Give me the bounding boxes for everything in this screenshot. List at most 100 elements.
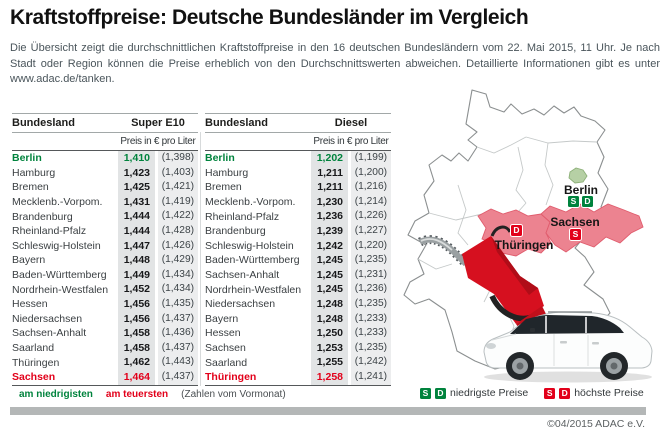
- price-current: 1,248: [311, 296, 348, 312]
- price-previous: (1,233): [351, 311, 391, 327]
- price-previous: (1,242): [351, 355, 391, 370]
- price-current: 1,250: [311, 326, 348, 341]
- state-name: Sachsen: [205, 342, 246, 355]
- state-name: Saarland: [12, 342, 55, 355]
- price-current: 1,423: [118, 165, 155, 181]
- table-row: Berlin 1,202 (1,199): [205, 151, 391, 166]
- state-name: Hessen: [205, 327, 241, 340]
- price-current: 1,255: [311, 355, 348, 370]
- region-sachsen: [540, 203, 644, 253]
- price-previous: (1,220): [351, 238, 391, 254]
- price-previous: (1,226): [351, 209, 391, 224]
- table-row: Schleswig-Holstein 1,242 (1,220): [205, 238, 391, 254]
- diesel-badge-icon: D: [559, 387, 571, 399]
- map-label-sachsen: Sachsen: [550, 215, 600, 229]
- price-previous: (1,199): [351, 151, 391, 166]
- price-current: 1,211: [311, 180, 348, 195]
- diesel-badge-icon: D: [582, 196, 593, 207]
- diesel-badge-icon: D: [511, 225, 522, 236]
- table-row: Rheinland-Pfalz 1,444 (1,428): [12, 223, 198, 239]
- state-name: Schleswig-Holstein: [12, 239, 101, 252]
- price-previous: (1,241): [351, 369, 391, 385]
- price-current: 1,464: [118, 369, 155, 385]
- price-previous: (1,227): [351, 223, 391, 239]
- table-row: Saarland 1,458 (1,437): [12, 340, 198, 356]
- table-row: Berlin 1,410 (1,398): [12, 151, 198, 166]
- column-header-fuel: Super E10: [131, 117, 185, 129]
- state-name: Hamburg: [12, 166, 56, 179]
- price-previous: (1,421): [158, 180, 198, 195]
- footer-bar: [10, 407, 646, 415]
- column-header-bundesland: Bundesland: [205, 117, 268, 129]
- price-previous: (1,435): [158, 296, 198, 312]
- price-current: 1,458: [118, 326, 155, 341]
- price-previous: (1,429): [158, 253, 198, 268]
- table-legend: am niedrigisten am teuersten (Zahlen vom…: [19, 389, 286, 400]
- price-previous: (1,231): [351, 267, 391, 283]
- state-name: Baden-Württemberg: [205, 254, 300, 267]
- table-diesel: Bundesland Diesel Preis in € pro Liter B…: [205, 113, 391, 386]
- state-name: Bayern: [12, 254, 46, 267]
- table-row: Mecklenb.-Vorpom. 1,431 (1,419): [12, 194, 198, 210]
- table-row: Bremen 1,425 (1,421): [12, 180, 198, 195]
- price-current: 1,431: [118, 194, 155, 210]
- state-name: Rheinland-Pfalz: [205, 210, 280, 223]
- price-current: 1,258: [311, 369, 348, 385]
- state-name: Niedersachsen: [205, 298, 276, 311]
- price-current: 1,458: [118, 340, 155, 356]
- table-row: Nordrhein-Westfalen 1,245 (1,236): [205, 282, 391, 297]
- state-name: Saarland: [205, 356, 248, 369]
- state-name: Schleswig-Holstein: [205, 239, 294, 252]
- price-previous: (1,235): [351, 253, 391, 268]
- map-badges-thueringen: D: [511, 225, 522, 236]
- table-subheader: Preis in € pro Liter: [12, 133, 198, 151]
- price-previous: (1,216): [351, 180, 391, 195]
- table-row: Hessen 1,250 (1,233): [205, 326, 391, 341]
- germany-map: Berlin S D Sachsen S D Thüringen: [396, 84, 668, 384]
- price-current: 1,456: [118, 296, 155, 312]
- super-badge-icon: S: [420, 387, 431, 399]
- price-current: 1,236: [311, 209, 348, 224]
- table-row: Thüringen 1,258 (1,241): [205, 369, 391, 385]
- price-current: 1,456: [118, 311, 155, 327]
- map-badges-sachsen: S: [570, 229, 581, 240]
- price-previous: (1,428): [158, 223, 198, 239]
- legend-note: (Zahlen vom Vormonat): [181, 389, 286, 400]
- table-row: Schleswig-Holstein 1,447 (1,426): [12, 238, 198, 254]
- state-name: Hessen: [12, 298, 48, 311]
- table-row: Baden-Württemberg 1,245 (1,235): [205, 253, 391, 268]
- state-name: Sachsen-Anhalt: [12, 327, 87, 340]
- price-current: 1,211: [311, 165, 348, 181]
- state-name: Thüringen: [205, 371, 257, 384]
- table-row: Bayern 1,448 (1,429): [12, 253, 198, 268]
- price-previous: (1,214): [351, 194, 391, 210]
- super-badge-icon: S: [570, 229, 581, 240]
- price-current: 1,245: [311, 267, 348, 283]
- map-legend: S D niedrigste Preise S D höchste Preise: [420, 387, 644, 399]
- state-name: Brandenburg: [12, 210, 73, 223]
- state-name: Berlin: [12, 152, 42, 165]
- price-current: 1,230: [311, 194, 348, 210]
- column-header-bundesland: Bundesland: [12, 117, 75, 129]
- price-previous: (1,437): [158, 311, 198, 327]
- table-body: Berlin 1,202 (1,199) Hamburg 1,211 (1,200) Bre…: [205, 151, 391, 386]
- table-row: Sachsen 1,253 (1,235): [205, 340, 391, 356]
- table-row: Hessen 1,456 (1,435): [12, 296, 198, 312]
- table-body: Berlin 1,410 (1,398) Hamburg 1,423 (1,403) Bre…: [12, 151, 198, 386]
- price-previous: (1,235): [351, 340, 391, 356]
- germany-map-graphic: [403, 89, 653, 383]
- state-name: Baden-Württemberg: [12, 269, 107, 282]
- state-name: Berlin: [205, 152, 235, 165]
- table-row: Niedersachsen 1,248 (1,235): [205, 296, 391, 312]
- legend-highest-label: am teuersten: [105, 389, 169, 400]
- unit-label: Preis in € pro Liter: [120, 136, 196, 147]
- table-row: Brandenburg 1,239 (1,227): [205, 223, 391, 239]
- price-current: 1,444: [118, 223, 155, 239]
- diesel-badge-icon: D: [435, 387, 446, 399]
- page-title: Kraftstoffpreise: Deutsche Bundesländer …: [10, 6, 529, 29]
- price-previous: (1,236): [351, 282, 391, 297]
- table-row: Bremen 1,211 (1,216): [205, 180, 391, 195]
- price-previous: (1,233): [351, 326, 391, 341]
- table-row: Mecklenb.-Vorpom. 1,230 (1,214): [205, 194, 391, 210]
